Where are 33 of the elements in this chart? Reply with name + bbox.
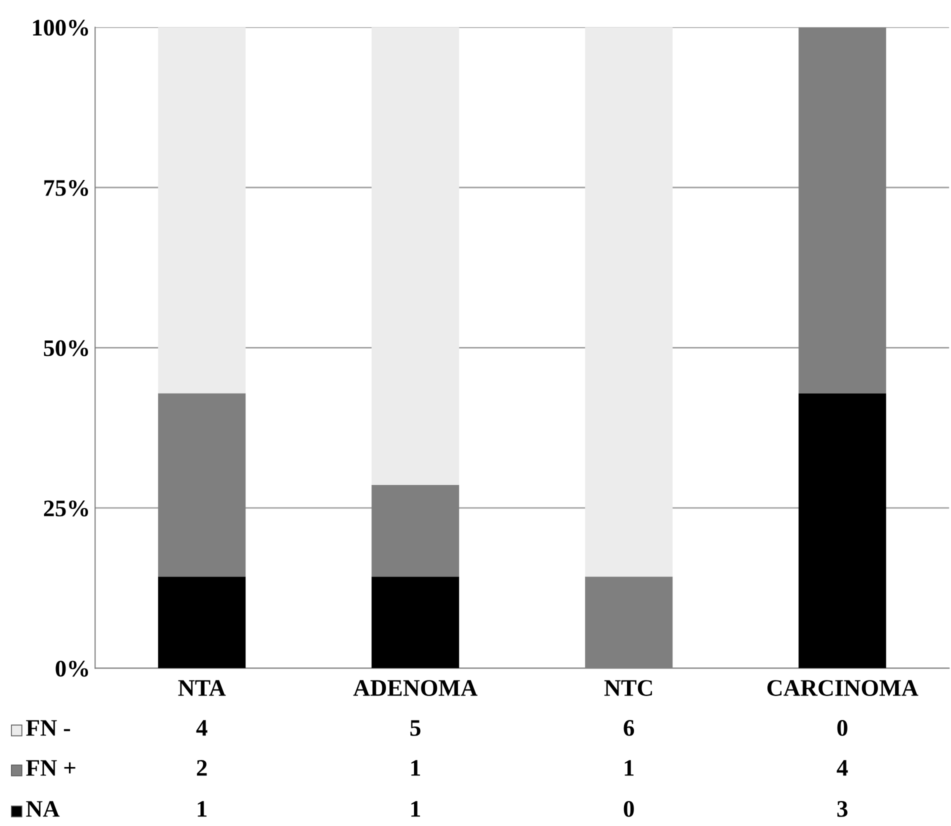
text: 0 bbox=[624, 800, 634, 817]
bar bbox=[158, 27, 246, 394]
y-tick-label: 50% bbox=[44, 340, 88, 356]
text: 6 bbox=[624, 720, 634, 736]
text: 4 bbox=[196, 720, 208, 736]
text: 2 bbox=[196, 760, 207, 776]
y-tick-label: 75% bbox=[44, 180, 88, 196]
text: 1 bbox=[624, 760, 634, 776]
bar bbox=[585, 27, 673, 577]
bar bbox=[372, 27, 460, 485]
text: 5 bbox=[410, 720, 420, 736]
x-tick-label: CARCINOMA bbox=[767, 680, 918, 696]
legend-label: NA bbox=[26, 801, 60, 817]
text: 0 bbox=[837, 720, 848, 736]
bar bbox=[158, 576, 246, 668]
text: 4 bbox=[836, 760, 848, 776]
y-tick-label: 0% bbox=[56, 660, 88, 677]
bar bbox=[798, 27, 886, 394]
bar bbox=[372, 576, 460, 668]
legend-label: FN - bbox=[26, 720, 70, 736]
bar bbox=[798, 393, 886, 668]
text: 1 bbox=[411, 760, 420, 776]
x-tick-label: NTA bbox=[178, 680, 226, 696]
y-tick-label: 100% bbox=[33, 20, 88, 36]
text: 3 bbox=[837, 801, 848, 817]
legend-label: FN + bbox=[26, 760, 76, 776]
text: 1 bbox=[198, 801, 207, 817]
text: 1 bbox=[411, 801, 420, 817]
bar bbox=[372, 484, 460, 577]
y-tick-label: 25% bbox=[44, 500, 88, 516]
bar bbox=[158, 393, 246, 577]
x-tick-label: NTC bbox=[604, 680, 652, 696]
x-tick-label: ADENOMA bbox=[353, 680, 478, 696]
